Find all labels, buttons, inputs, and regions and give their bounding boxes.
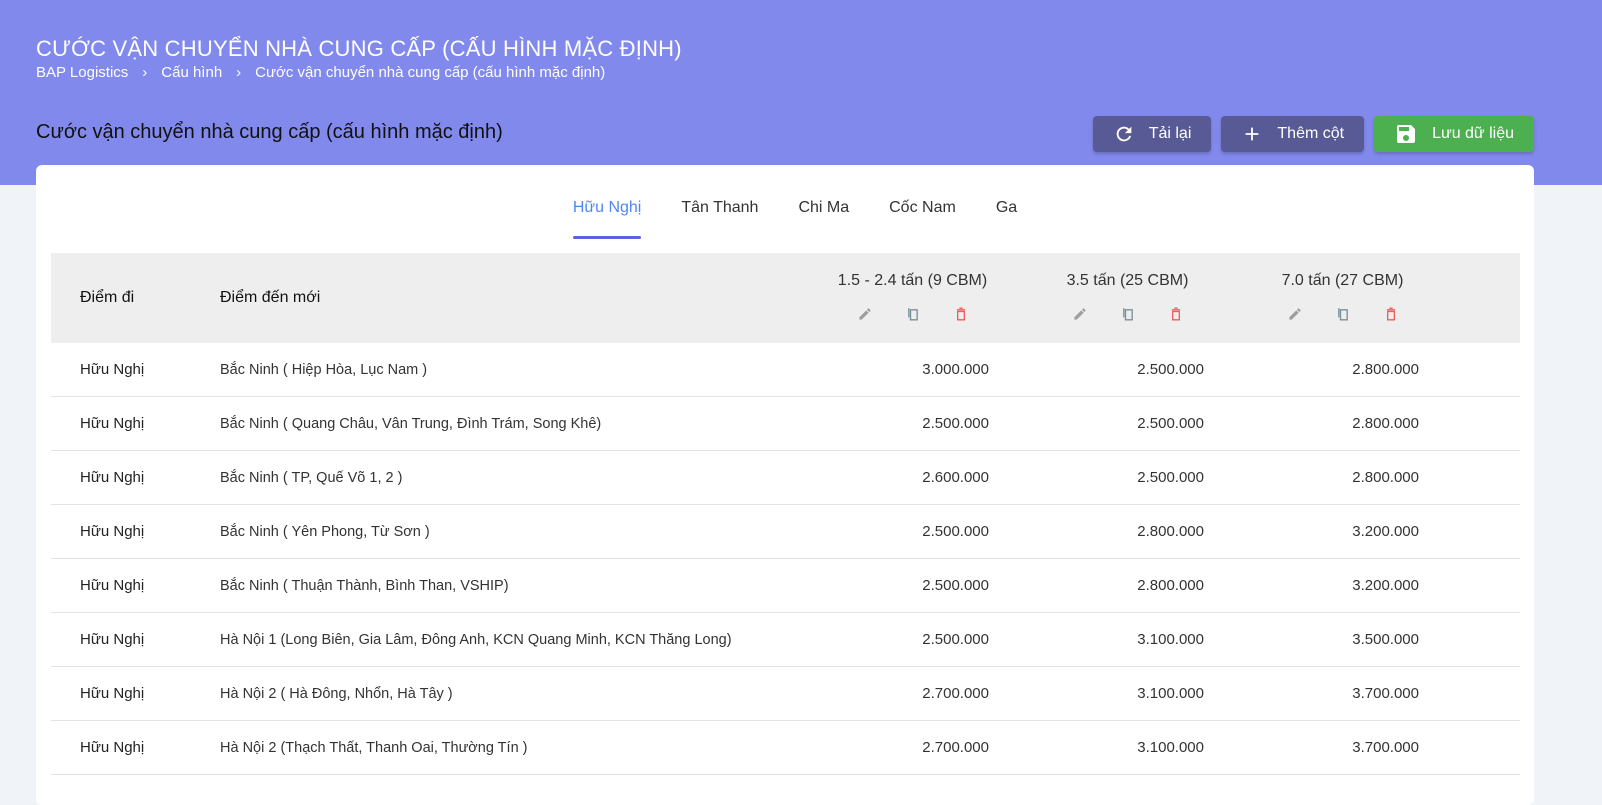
table-row: Hữu Nghị Bắc Ninh ( Thuận Thành, Bình Tha… [51, 559, 1520, 613]
destination-cell: Bắc Ninh ( Thuận Thành, Bình Than, VSHIP… [220, 577, 509, 594]
edit-icon[interactable] [1070, 304, 1090, 324]
destination-cell: Bắc Ninh ( Hiệp Hòa, Lục Nam ) [220, 361, 428, 378]
content-card: Hữu Nghị Tân Thanh Chi Ma Cốc Nam Ga Điểm đi… [36, 165, 1534, 805]
price-cell[interactable]: 3.700.000 [1352, 685, 1419, 702]
table-row: Hữu Nghị Bắc Ninh ( Quang Châu, Vân Trung… [51, 397, 1520, 451]
page-header [0, 0, 1602, 185]
price-column-title: 1.5 - 2.4 tấn (9 CBM) [837, 272, 988, 289]
price-cell[interactable]: 2.500.000 [922, 523, 989, 540]
tab-2[interactable]: Chi Ma [798, 199, 850, 216]
price-cell[interactable]: 3.500.000 [1352, 631, 1419, 648]
chevron-right-icon: › [236, 64, 242, 81]
tab-bar: Hữu Nghị Tân Thanh Chi Ma Cốc Nam Ga [36, 165, 1534, 239]
origin-cell: Hữu Nghị [80, 415, 145, 432]
price-cell[interactable]: 3.700.000 [1352, 739, 1419, 756]
tab-3[interactable]: Cốc Nam [889, 199, 956, 216]
price-cell[interactable]: 2.500.000 [922, 415, 989, 432]
origin-cell: Hữu Nghị [80, 361, 145, 378]
destination-cell: Bắc Ninh ( Quang Châu, Vân Trung, Đình T… [220, 415, 602, 432]
price-column-title: 7.0 tấn (27 CBM) [1281, 272, 1404, 289]
origin-cell: Hữu Nghị [80, 685, 145, 702]
price-cell[interactable]: 2.800.000 [1137, 577, 1204, 594]
origin-cell: Hữu Nghị [80, 523, 145, 540]
save-icon [1397, 125, 1416, 143]
price-cell[interactable]: 3.100.000 [1137, 631, 1204, 648]
column-actions [855, 304, 971, 324]
plus-icon [1245, 127, 1259, 141]
header-price-column: 3.5 tấn (25 CBM) [1005, 272, 1220, 324]
delete-icon[interactable] [1381, 304, 1401, 324]
edit-icon[interactable] [1285, 304, 1305, 324]
table-row: Hữu Nghị Bắc Ninh ( TP, Quế Võ 1, 2 ) 2.60… [51, 451, 1520, 505]
header-price-column: 1.5 - 2.4 tấn (9 CBM) [790, 272, 1005, 324]
save-button[interactable]: Lưu dữ liệu [1374, 116, 1534, 152]
copy-icon[interactable] [1333, 304, 1353, 324]
price-cell[interactable]: 2.500.000 [1137, 361, 1204, 378]
copy-icon[interactable] [903, 304, 923, 324]
origin-cell: Hữu Nghị [80, 631, 145, 648]
add-column-label: Thêm cột [1277, 125, 1345, 142]
table-row: Hữu Nghị Hà Nội 2 (Thạch Thất, Thanh Oai,… [51, 721, 1520, 775]
header-origin: Điểm đi [80, 289, 135, 306]
delete-icon[interactable] [1166, 304, 1186, 324]
price-cell[interactable]: 3.200.000 [1352, 523, 1419, 540]
price-cell[interactable]: 3.100.000 [1137, 739, 1204, 756]
origin-cell: Hữu Nghị [80, 469, 145, 486]
table-row: Hữu Nghị Bắc Ninh ( Hiệp Hòa, Lục Nam ) 3.… [51, 343, 1520, 397]
table-header: Điểm đi Điểm đến mới 1.5 - 2.4 tấn (9 CB… [51, 253, 1520, 343]
price-cell[interactable]: 2.800.000 [1352, 361, 1419, 378]
chevron-right-icon: › [142, 64, 148, 81]
breadcrumb-item: Cước vận chuyển nhà cung cấp (cấu hình m… [255, 64, 606, 81]
delete-icon[interactable] [951, 304, 971, 324]
add-column-button[interactable]: Thêm cột [1221, 116, 1365, 152]
section-title: Cước vận chuyển nhà cung cấp (cấu hình m… [36, 121, 503, 143]
destination-cell: Hà Nội 2 (Thạch Thất, Thanh Oai, Thường … [220, 739, 528, 756]
price-cell[interactable]: 2.800.000 [1137, 523, 1204, 540]
price-cell[interactable]: 3.100.000 [1137, 685, 1204, 702]
price-cell[interactable]: 2.800.000 [1352, 415, 1419, 432]
table-row: Hữu Nghị Hà Nội 2 ( Hà Đông, Nhổn, Hà Tây… [51, 667, 1520, 721]
price-cell[interactable]: 2.600.000 [922, 469, 989, 486]
price-cell[interactable]: 2.500.000 [1137, 469, 1204, 486]
price-cell[interactable]: 2.800.000 [1352, 469, 1419, 486]
edit-icon[interactable] [855, 304, 875, 324]
destination-cell: Bắc Ninh ( Yên Phong, Từ Sơn ) [220, 523, 430, 540]
page-title: CƯỚC VẬN CHUYỂN NHÀ CUNG CẤP (CẤU HÌNH M… [36, 36, 682, 61]
save-label: Lưu dữ liệu [1432, 125, 1514, 142]
column-actions [1070, 304, 1186, 324]
price-column-title: 3.5 tấn (25 CBM) [1066, 272, 1189, 289]
price-cell[interactable]: 2.500.000 [1137, 415, 1204, 432]
origin-cell: Hữu Nghị [80, 739, 145, 756]
price-cell[interactable]: 3.000.000 [922, 361, 989, 378]
price-cell[interactable]: 2.700.000 [922, 739, 989, 756]
tab-1[interactable]: Tân Thanh [681, 199, 759, 216]
price-cell[interactable]: 3.200.000 [1352, 577, 1419, 594]
column-actions [1285, 304, 1401, 324]
refresh-icon [1116, 126, 1132, 142]
price-cell[interactable]: 2.500.000 [922, 577, 989, 594]
breadcrumb-item[interactable]: Cấu hình [161, 64, 223, 81]
price-cell[interactable]: 2.700.000 [922, 685, 989, 702]
breadcrumb: BAP Logistics › Cấu hình › Cước vận chuy… [36, 64, 619, 81]
reload-button[interactable]: Tải lại [1092, 116, 1212, 152]
price-cell[interactable]: 2.500.000 [922, 631, 989, 648]
breadcrumb-item[interactable]: BAP Logistics [36, 64, 129, 81]
tab-0[interactable]: Hữu Nghị [553, 165, 662, 239]
tab-4[interactable]: Ga [995, 199, 1018, 216]
header-price-column: 8.0 t [1435, 272, 1520, 324]
destination-cell: Hà Nội 1 (Long Biên, Gia Lâm, Đông Anh, … [220, 631, 732, 648]
destination-cell: Bắc Ninh ( TP, Quế Võ 1, 2 ) [220, 469, 403, 486]
table-row: Hữu Nghị Bắc Ninh ( Yên Phong, Từ Sơn ) 2.… [51, 505, 1520, 559]
rate-table: Điểm đi Điểm đến mới 1.5 - 2.4 tấn (9 CB… [51, 253, 1520, 775]
header-destination: Điểm đến mới [220, 289, 321, 306]
copy-icon[interactable] [1118, 304, 1138, 324]
reload-label: Tải lại [1148, 125, 1192, 142]
origin-cell: Hữu Nghị [80, 577, 145, 594]
table-row: Hữu Nghị Hà Nội 1 (Long Biên, Gia Lâm, Đô… [51, 613, 1520, 667]
header-price-column: 7.0 tấn (27 CBM) [1220, 272, 1435, 324]
destination-cell: Hà Nội 2 ( Hà Đông, Nhổn, Hà Tây ) [220, 685, 453, 702]
